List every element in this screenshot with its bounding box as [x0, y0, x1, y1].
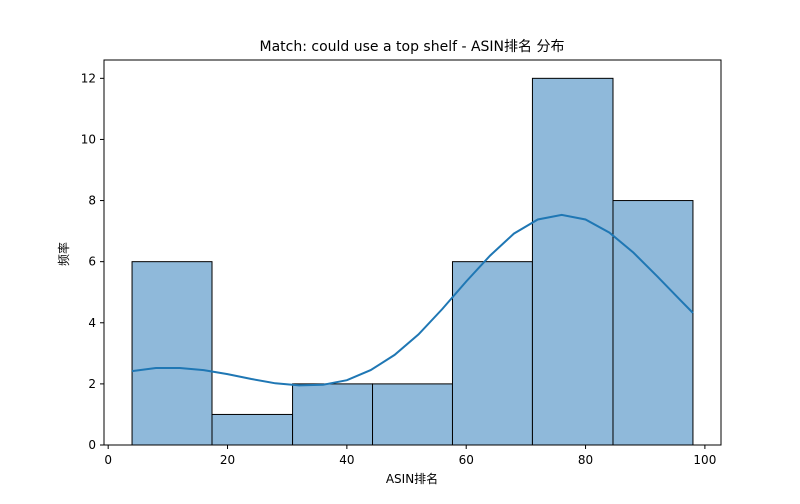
x-tick-label-3: 60	[459, 453, 474, 467]
kde-line	[131, 213, 694, 387]
histogram-bar-2	[211, 413, 294, 446]
axes-layer: 0 20 40 60 80 100 0 2 4 6 8 10 12	[81, 59, 722, 467]
x-tick-label-4: 80	[578, 453, 593, 467]
histogram-bar-1	[131, 261, 213, 446]
histogram-bar-6	[531, 77, 614, 446]
y-tick-label-4: 8	[88, 194, 96, 208]
histogram-bar-4	[372, 383, 453, 446]
y-tick-label-0: 0	[88, 438, 96, 452]
bars-layer	[131, 77, 694, 446]
x-tick-label-2: 40	[339, 453, 354, 467]
y-tick-label-2: 4	[88, 316, 96, 330]
y-tick-label-6: 12	[81, 71, 96, 85]
plot-frame	[103, 59, 722, 446]
y-tick-label-3: 6	[88, 255, 96, 269]
x-axis-label: ASIN排名	[386, 471, 438, 486]
x-tick-label-5: 100	[693, 453, 716, 467]
histogram-bar-5	[451, 261, 533, 446]
x-tick-label-1: 20	[220, 453, 235, 467]
histogram-bar-3	[292, 383, 374, 446]
chart-title: Match: could use a top shelf - ASIN排名 分布	[260, 39, 565, 55]
y-tick-label-1: 2	[88, 377, 96, 391]
y-axis-label: 频率	[56, 242, 71, 266]
x-tick-label-0: 0	[104, 453, 112, 467]
histogram-bar-7	[612, 200, 694, 446]
y-tick-label-5: 10	[81, 132, 96, 146]
